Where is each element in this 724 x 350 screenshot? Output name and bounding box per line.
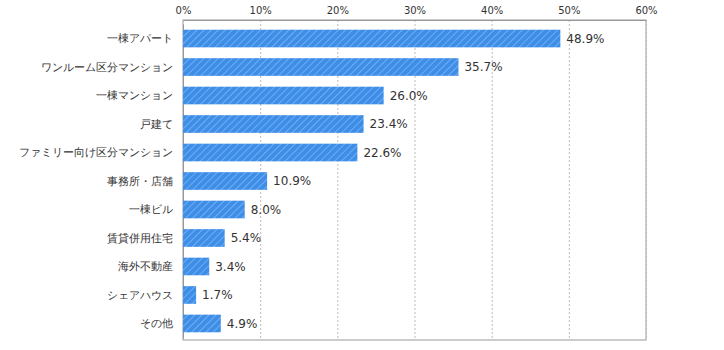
data-label: 8.0% xyxy=(251,203,282,217)
y-axis: 一棟アパートワンルーム区分マンション一棟マンション戸建てファミリー向け区分マンシ… xyxy=(19,25,184,339)
bars xyxy=(183,30,560,333)
tick-label: 60% xyxy=(635,5,657,16)
bar xyxy=(183,286,196,304)
tick: その他 xyxy=(140,317,183,330)
category-label: 一棟アパート xyxy=(107,32,173,45)
bar xyxy=(183,58,458,76)
bar xyxy=(183,144,357,162)
category-label: 事務所・店舗 xyxy=(107,175,173,188)
tick: 一棟マンション xyxy=(96,89,183,102)
data-label: 3.4% xyxy=(215,260,246,274)
plot-frame xyxy=(183,20,646,340)
category-label: 一棟ビル xyxy=(129,203,173,216)
data-label: 1.7% xyxy=(202,288,233,302)
category-label: 一棟マンション xyxy=(96,89,173,102)
bar xyxy=(183,258,209,276)
tick: 40% xyxy=(481,5,503,20)
tick-label: 10% xyxy=(250,5,272,16)
tick: ファミリー向け区分マンション xyxy=(19,146,183,159)
tick-label: 0% xyxy=(176,5,192,16)
bar xyxy=(183,87,384,105)
data-label: 22.6% xyxy=(363,146,401,160)
data-labels: 48.9% 35.7% 26.0% 23.4% 22.6% 10.9% 8.0% 5.4% 3.… xyxy=(202,32,604,331)
data-label: 48.9% xyxy=(566,32,604,46)
tick-label: 20% xyxy=(327,5,349,16)
category-label: 賃貸併用住宅 xyxy=(107,232,173,245)
tick-label: 30% xyxy=(404,5,426,16)
category-label: シェアハウス xyxy=(107,288,173,301)
category-label: 海外不動産 xyxy=(118,260,173,273)
bar xyxy=(183,315,221,333)
tick: 一棟アパート xyxy=(107,32,183,45)
chart: 0%10%20%30%40%50%60%一棟アパートワンルーム区分マンション一棟… xyxy=(0,0,724,350)
tick: 戸建て xyxy=(140,118,183,131)
grid xyxy=(184,20,647,340)
bar xyxy=(183,115,364,133)
data-label: 23.4% xyxy=(370,117,408,131)
tick: 賃貸併用住宅 xyxy=(107,232,183,245)
bar xyxy=(183,201,245,219)
bar xyxy=(183,172,267,190)
tick: 20% xyxy=(327,5,349,20)
bar xyxy=(183,30,560,48)
grid-line xyxy=(646,20,647,340)
data-label: 5.4% xyxy=(231,231,261,245)
bar xyxy=(183,229,225,247)
category-label: ファミリー向け区分マンション xyxy=(19,146,173,159)
grid-line xyxy=(569,20,570,340)
x-axis: 0% 10% 20% 30% 40% 50% 60% xyxy=(176,5,658,21)
tick: 事務所・店舗 xyxy=(107,175,183,188)
category-label: その他 xyxy=(140,317,173,330)
tick: 30% xyxy=(404,5,426,20)
tick: 60% xyxy=(635,5,657,20)
category-label: ワンルーム区分マンション xyxy=(41,61,173,74)
axis-line xyxy=(184,20,647,21)
tick: 50% xyxy=(558,5,580,20)
tick: 10% xyxy=(250,5,272,20)
tick: シェアハウス xyxy=(107,288,183,301)
tick: 海外不動産 xyxy=(118,260,183,273)
tick: ワンルーム区分マンション xyxy=(41,61,183,74)
category-label: 戸建て xyxy=(140,118,173,131)
data-label: 26.0% xyxy=(390,89,428,103)
tick-label: 40% xyxy=(481,5,503,16)
tick: 一棟ビル xyxy=(129,203,183,216)
tick-label: 50% xyxy=(558,5,580,16)
data-label: 35.7% xyxy=(464,60,502,74)
data-label: 10.9% xyxy=(273,174,311,188)
data-label: 4.9% xyxy=(227,317,257,331)
tick: 0% xyxy=(176,5,192,20)
